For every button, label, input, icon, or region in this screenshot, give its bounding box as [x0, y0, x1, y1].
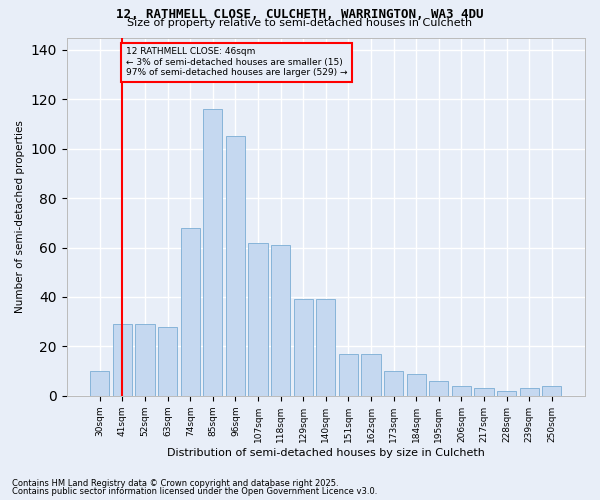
Text: Size of property relative to semi-detached houses in Culcheth: Size of property relative to semi-detach… — [127, 18, 473, 28]
Bar — [248, 242, 268, 396]
Bar — [158, 326, 177, 396]
Text: Contains public sector information licensed under the Open Government Licence v3: Contains public sector information licen… — [12, 487, 377, 496]
Bar — [271, 245, 290, 396]
Bar — [475, 388, 494, 396]
Text: Contains HM Land Registry data © Crown copyright and database right 2025.: Contains HM Land Registry data © Crown c… — [12, 478, 338, 488]
Bar — [384, 371, 403, 396]
Bar — [113, 324, 132, 396]
Bar — [293, 300, 313, 396]
Bar — [203, 109, 223, 396]
Bar — [181, 228, 200, 396]
Text: 12, RATHMELL CLOSE, CULCHETH, WARRINGTON, WA3 4DU: 12, RATHMELL CLOSE, CULCHETH, WARRINGTON… — [116, 8, 484, 20]
Bar — [339, 354, 358, 396]
Text: 12 RATHMELL CLOSE: 46sqm
← 3% of semi-detached houses are smaller (15)
97% of se: 12 RATHMELL CLOSE: 46sqm ← 3% of semi-de… — [126, 48, 347, 77]
Bar — [520, 388, 539, 396]
X-axis label: Distribution of semi-detached houses by size in Culcheth: Distribution of semi-detached houses by … — [167, 448, 485, 458]
Bar — [90, 371, 109, 396]
Bar — [136, 324, 155, 396]
Bar — [497, 391, 516, 396]
Bar — [226, 136, 245, 396]
Bar — [361, 354, 380, 396]
Bar — [452, 386, 471, 396]
Bar — [429, 381, 448, 396]
Bar — [316, 300, 335, 396]
Y-axis label: Number of semi-detached properties: Number of semi-detached properties — [15, 120, 25, 313]
Bar — [542, 386, 562, 396]
Bar — [407, 374, 426, 396]
